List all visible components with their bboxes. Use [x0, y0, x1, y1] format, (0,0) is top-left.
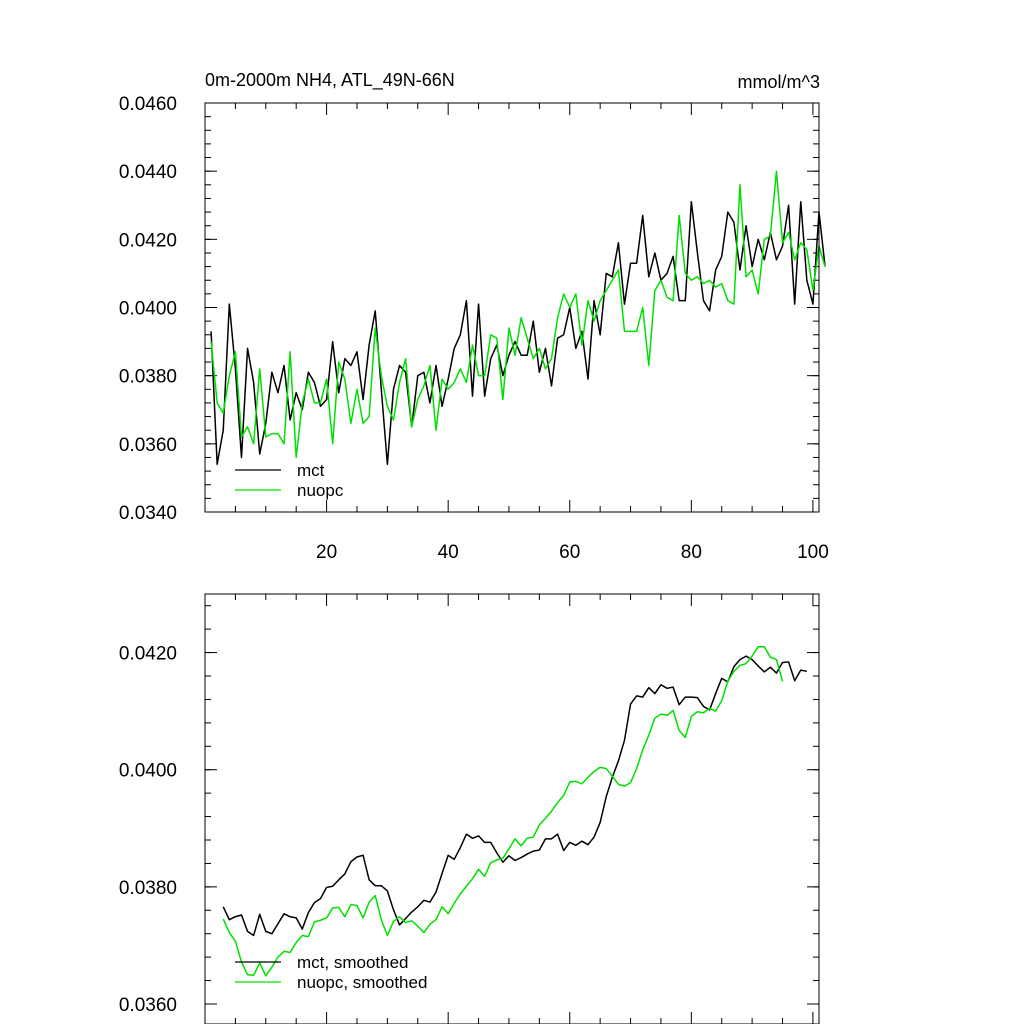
top-xtick-label-2: 60 [559, 542, 580, 563]
bottom-ticks: 0.0360 0.0380 0.0400 0.0420 [119, 594, 819, 1024]
top-ytick-label-3: 0.0400 [119, 299, 177, 320]
bottom-series-line-nuopc-smoothed [222, 645, 784, 977]
bottom-series-line-mct-smoothed [222, 655, 807, 937]
legend-label-mct: mct [297, 461, 325, 480]
bottom-ytick-label-0: 0.0360 [119, 995, 177, 1016]
bottom-ytick-label-1: 0.0380 [119, 878, 177, 899]
bottom-ytick-label-2: 0.0400 [119, 761, 177, 782]
bottom-legend: mct, smoothed nuopc, smoothed [235, 953, 427, 992]
bottom-ytick-label-3: 0.0420 [119, 644, 177, 665]
bottom-series [222, 645, 807, 977]
legend-label-nuopc-smoothed: nuopc, smoothed [297, 973, 427, 992]
top-plot-frame [204, 102, 820, 513]
top-series-line-mct [210, 201, 826, 466]
top-ytick-label-5: 0.0440 [119, 162, 177, 183]
top-xtick-label-0: 20 [316, 542, 337, 563]
bottom-plot-frame [204, 593, 820, 1024]
top-xtick-label-3: 80 [681, 542, 702, 563]
legend-label-nuopc: nuopc [297, 481, 344, 500]
top-ytick-label-4: 0.0420 [119, 230, 177, 251]
bottom-panel: 0.0360 0.0380 0.0400 0.0420 mct, smoothed n… [119, 593, 820, 1024]
top-series-line-nuopc [210, 170, 826, 459]
top-ytick-label-0: 0.0340 [119, 503, 177, 524]
legend-label-mct-smoothed: mct, smoothed [297, 953, 409, 972]
top-series [210, 170, 826, 466]
top-ytick-label-6: 0.0460 [119, 94, 177, 115]
top-panel: 0m-2000m NH4, ATL_49N-66N mmol/m^3 0.034… [119, 70, 829, 563]
top-xtick-label-1: 40 [438, 542, 459, 563]
top-ytick-label-2: 0.0380 [119, 367, 177, 388]
top-ytick-label-1: 0.0360 [119, 435, 177, 456]
top-legend: mct nuopc [235, 461, 344, 500]
units-label: mmol/m^3 [738, 72, 820, 92]
top-xtick-label-4: 100 [797, 542, 829, 563]
chart-title: 0m-2000m NH4, ATL_49N-66N [205, 70, 455, 91]
